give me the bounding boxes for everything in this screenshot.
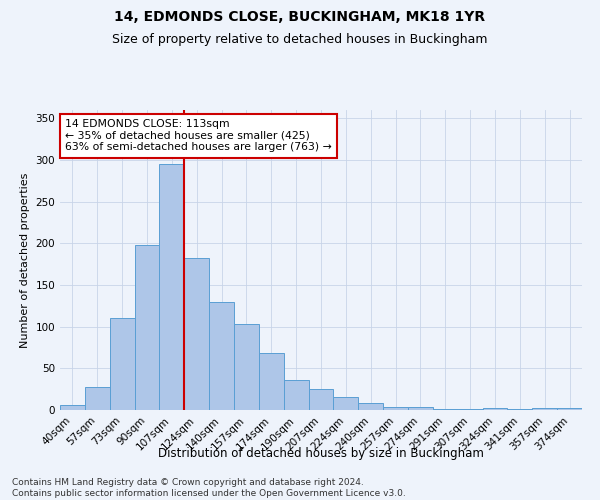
Bar xyxy=(508,409,532,410)
Text: Contains HM Land Registry data © Crown copyright and database right 2024.
Contai: Contains HM Land Registry data © Crown c… xyxy=(12,478,406,498)
Bar xyxy=(334,396,358,410)
Text: Distribution of detached houses by size in Buckingham: Distribution of detached houses by size … xyxy=(158,448,484,460)
Bar xyxy=(160,164,184,410)
Bar xyxy=(85,386,110,410)
Bar xyxy=(234,324,259,410)
Bar xyxy=(259,354,284,410)
Bar xyxy=(110,318,134,410)
Bar xyxy=(408,406,433,410)
Y-axis label: Number of detached properties: Number of detached properties xyxy=(20,172,30,348)
Bar xyxy=(358,404,383,410)
Bar xyxy=(60,405,85,410)
Bar xyxy=(458,409,482,410)
Text: Size of property relative to detached houses in Buckingham: Size of property relative to detached ho… xyxy=(112,32,488,46)
Bar xyxy=(308,389,334,410)
Bar xyxy=(532,408,557,410)
Bar xyxy=(557,408,582,410)
Bar xyxy=(209,302,234,410)
Bar xyxy=(134,245,160,410)
Bar xyxy=(383,406,408,410)
Bar xyxy=(284,380,308,410)
Text: 14, EDMONDS CLOSE, BUCKINGHAM, MK18 1YR: 14, EDMONDS CLOSE, BUCKINGHAM, MK18 1YR xyxy=(115,10,485,24)
Bar xyxy=(184,258,209,410)
Bar xyxy=(433,409,458,410)
Bar xyxy=(482,408,508,410)
Text: 14 EDMONDS CLOSE: 113sqm
← 35% of detached houses are smaller (425)
63% of semi-: 14 EDMONDS CLOSE: 113sqm ← 35% of detach… xyxy=(65,119,332,152)
